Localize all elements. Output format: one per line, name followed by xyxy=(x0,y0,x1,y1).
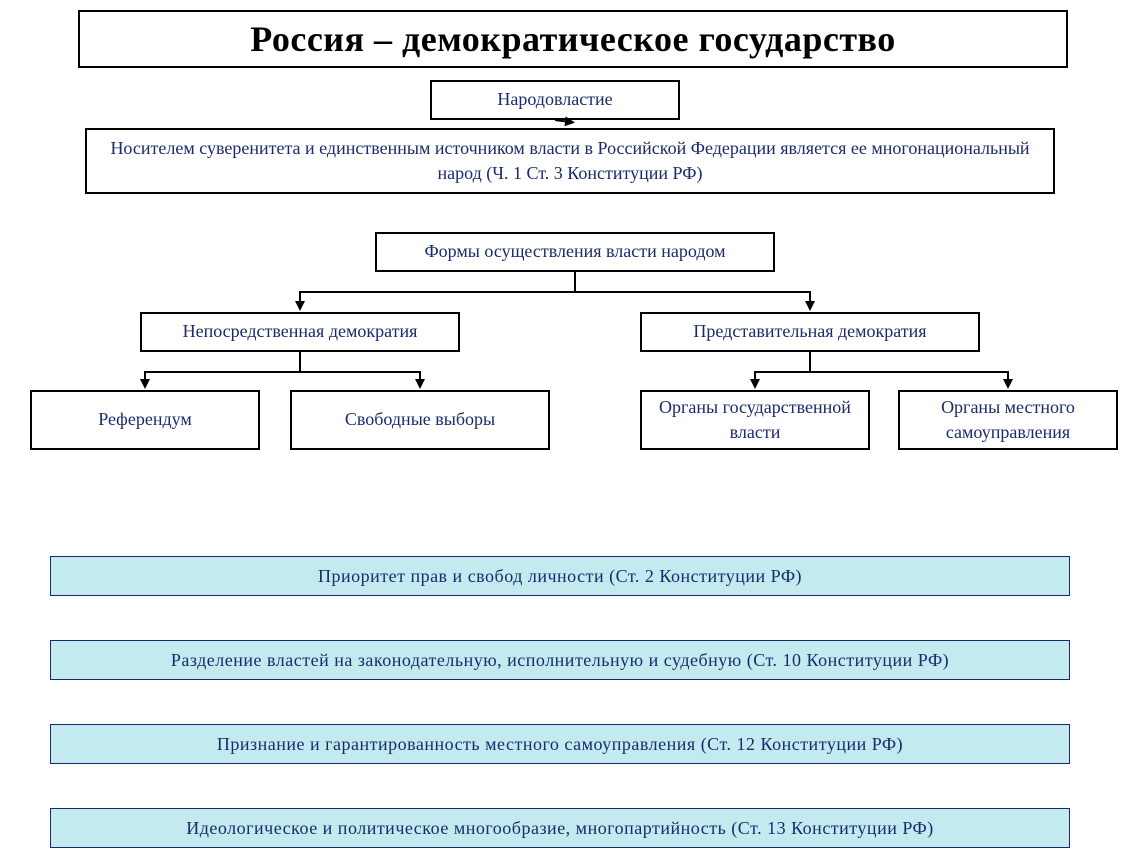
node-label: Представительная демократия xyxy=(693,319,926,344)
node-narodovlastie: Народовластие xyxy=(430,80,680,120)
node-organy-mest: Органы местного самоуправления xyxy=(898,390,1118,450)
connector-line xyxy=(575,272,810,306)
connector-line xyxy=(300,272,575,306)
node-label: Формы осуществления власти народом xyxy=(424,239,725,264)
node-organy-gos: Органы государственной власти xyxy=(640,390,870,450)
connector-line xyxy=(755,352,810,384)
connector-line xyxy=(810,352,1008,384)
node-label: Органы местного самоуправления xyxy=(910,395,1106,445)
connector-line xyxy=(145,352,300,384)
principle-row: Признание и гарантированность местного с… xyxy=(50,724,1070,764)
node-vybory: Свободные выборы xyxy=(290,390,550,450)
principle-label: Разделение властей на законодательную, и… xyxy=(171,650,949,671)
node-predstavitelnaya: Представительная демократия xyxy=(640,312,980,352)
node-formy: Формы осуществления власти народом xyxy=(375,232,775,272)
node-neposredstvennaya: Непосредственная демократия xyxy=(140,312,460,352)
node-label: Органы государственной власти xyxy=(652,395,858,445)
principle-row: Разделение властей на законодательную, и… xyxy=(50,640,1070,680)
principle-label: Идеологическое и политическое многообраз… xyxy=(186,818,934,839)
principle-label: Признание и гарантированность местного с… xyxy=(217,734,903,755)
node-label: Народовластие xyxy=(497,87,612,112)
node-label: Референдум xyxy=(98,407,192,432)
node-label: Носителем суверенитета и единственным ис… xyxy=(97,136,1043,186)
diagram-canvas: Россия – демократическое государство Нар… xyxy=(0,0,1142,855)
connector-line xyxy=(555,120,570,122)
principle-label: Приоритет прав и свобод личности (Ст. 2 … xyxy=(318,566,802,587)
node-label: Свободные выборы xyxy=(345,407,495,432)
principle-row: Идеологическое и политическое многообраз… xyxy=(50,808,1070,848)
node-label: Непосредственная демократия xyxy=(183,319,418,344)
principle-row: Приоритет прав и свобод личности (Ст. 2 … xyxy=(50,556,1070,596)
node-referendum: Референдум xyxy=(30,390,260,450)
node-nositel: Носителем суверенитета и единственным ис… xyxy=(85,128,1055,194)
connector-line xyxy=(300,352,420,384)
diagram-title: Россия – демократическое государство xyxy=(78,10,1068,68)
